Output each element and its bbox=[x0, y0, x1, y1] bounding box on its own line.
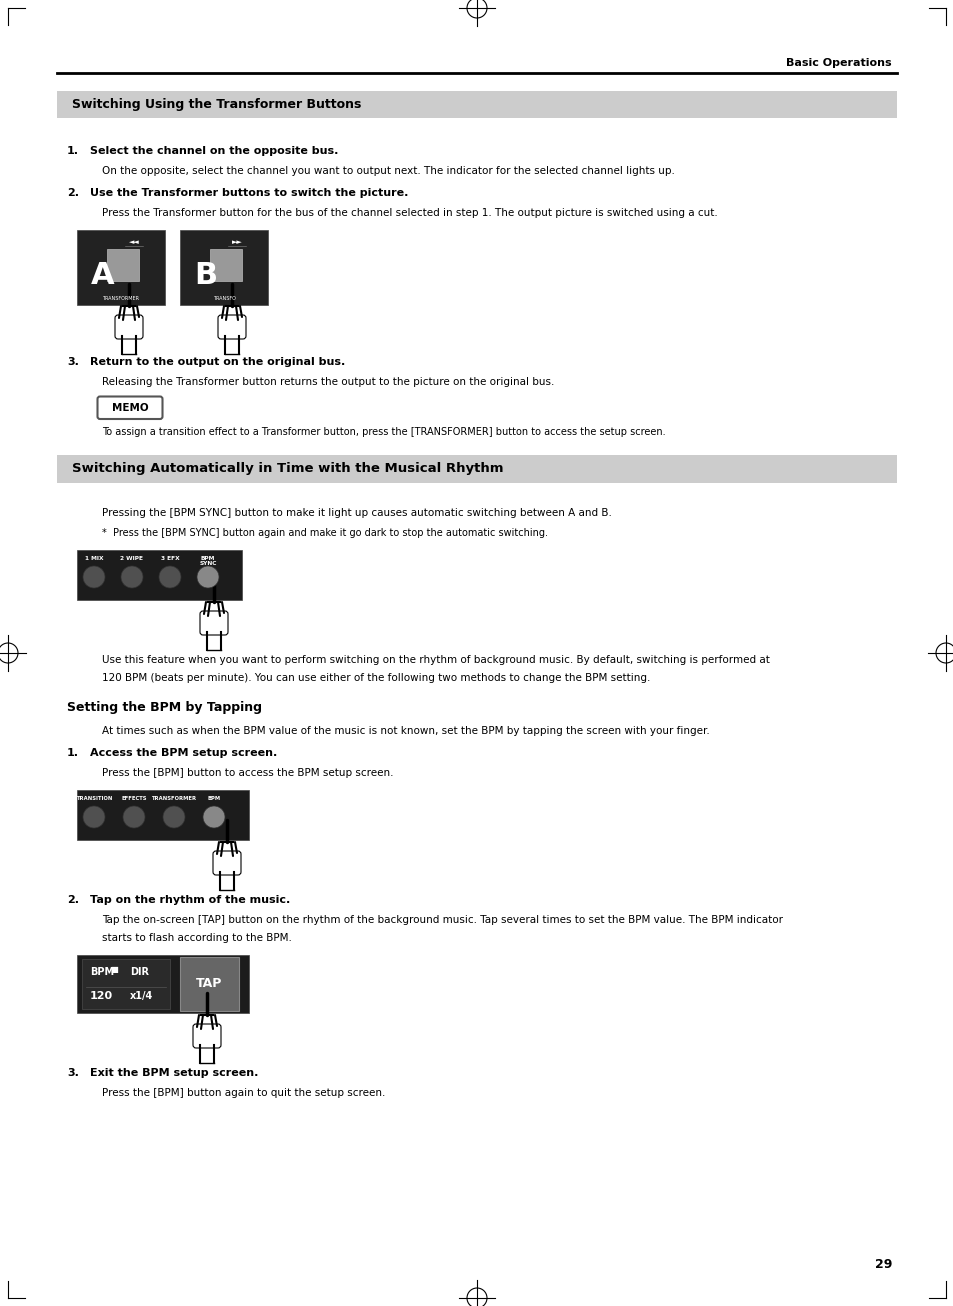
Text: x1/4: x1/4 bbox=[130, 991, 153, 1000]
Text: Setting the BPM by Tapping: Setting the BPM by Tapping bbox=[67, 701, 262, 714]
Text: Releasing the Transformer button returns the output to the picture on the origin: Releasing the Transformer button returns… bbox=[102, 377, 554, 387]
Circle shape bbox=[203, 806, 225, 828]
Text: TRANSFO: TRANSFO bbox=[213, 296, 235, 300]
Text: ►►: ►► bbox=[232, 239, 242, 246]
FancyBboxPatch shape bbox=[115, 315, 143, 340]
Text: 3 EFX: 3 EFX bbox=[160, 556, 179, 562]
FancyBboxPatch shape bbox=[210, 249, 241, 281]
Text: 3.: 3. bbox=[67, 357, 79, 367]
Text: 2 WIPE: 2 WIPE bbox=[120, 556, 143, 562]
Text: Return to the output on the original bus.: Return to the output on the original bus… bbox=[90, 357, 345, 367]
Text: 1.: 1. bbox=[67, 748, 79, 757]
Text: Press the Transformer button for the bus of the channel selected in step 1. The : Press the Transformer button for the bus… bbox=[102, 208, 717, 218]
Text: TRANSITION: TRANSITION bbox=[75, 795, 112, 801]
FancyBboxPatch shape bbox=[200, 611, 228, 635]
Text: Basic Operations: Basic Operations bbox=[785, 57, 891, 68]
FancyBboxPatch shape bbox=[107, 249, 138, 281]
Text: Tap the on-screen [TAP] button on the rhythm of the background music. Tap severa: Tap the on-screen [TAP] button on the rh… bbox=[102, 916, 782, 925]
Text: BPM: BPM bbox=[207, 795, 220, 801]
Text: MEMO: MEMO bbox=[112, 402, 148, 413]
Text: To assign a transition effect to a Transformer button, press the [TRANSFORMER] b: To assign a transition effect to a Trans… bbox=[102, 427, 665, 438]
Circle shape bbox=[163, 806, 185, 828]
Text: ■: ■ bbox=[110, 965, 118, 974]
Bar bbox=[77, 550, 242, 599]
Circle shape bbox=[159, 565, 181, 588]
Circle shape bbox=[123, 806, 145, 828]
FancyBboxPatch shape bbox=[97, 397, 162, 419]
Text: Use this feature when you want to perform switching on the rhythm of background : Use this feature when you want to perfor… bbox=[102, 656, 769, 665]
Text: 2.: 2. bbox=[67, 188, 79, 199]
Text: TRANSFORMER: TRANSFORMER bbox=[152, 795, 196, 801]
Circle shape bbox=[196, 565, 219, 588]
Text: Press the [BPM] button to access the BPM setup screen.: Press the [BPM] button to access the BPM… bbox=[102, 768, 393, 778]
Text: TAP: TAP bbox=[196, 977, 222, 990]
Bar bbox=[82, 959, 170, 1010]
Text: On the opposite, select the channel you want to output next. The indicator for t: On the opposite, select the channel you … bbox=[102, 166, 674, 176]
Text: 120: 120 bbox=[90, 991, 113, 1000]
Circle shape bbox=[83, 806, 105, 828]
Text: Exit the BPM setup screen.: Exit the BPM setup screen. bbox=[90, 1068, 258, 1077]
Text: Press the [BPM] button again to quit the setup screen.: Press the [BPM] button again to quit the… bbox=[102, 1088, 385, 1098]
Text: Switching Automatically in Time with the Musical Rhythm: Switching Automatically in Time with the… bbox=[71, 462, 503, 475]
Text: A: A bbox=[91, 260, 114, 290]
Text: EFFECTS: EFFECTS bbox=[121, 795, 147, 801]
Text: TRANSFORMER: TRANSFORMER bbox=[102, 296, 139, 300]
Bar bbox=[57, 91, 896, 118]
FancyBboxPatch shape bbox=[218, 315, 246, 340]
Text: starts to flash according to the BPM.: starts to flash according to the BPM. bbox=[102, 932, 292, 943]
Text: 1.: 1. bbox=[67, 146, 79, 155]
Text: ◄◄: ◄◄ bbox=[129, 239, 139, 246]
Circle shape bbox=[121, 565, 143, 588]
Text: Use the Transformer buttons to switch the picture.: Use the Transformer buttons to switch th… bbox=[90, 188, 408, 199]
FancyBboxPatch shape bbox=[180, 957, 239, 1011]
Text: Switching Using the Transformer Buttons: Switching Using the Transformer Buttons bbox=[71, 98, 361, 111]
Text: DIR: DIR bbox=[130, 966, 149, 977]
Bar bbox=[180, 230, 268, 306]
FancyBboxPatch shape bbox=[193, 1024, 221, 1047]
Text: 1 MIX: 1 MIX bbox=[85, 556, 103, 562]
Text: Access the BPM setup screen.: Access the BPM setup screen. bbox=[90, 748, 277, 757]
Circle shape bbox=[83, 565, 105, 588]
Text: 120 BPM (beats per minute). You can use either of the following two methods to c: 120 BPM (beats per minute). You can use … bbox=[102, 673, 650, 683]
Text: BPM
SYNC: BPM SYNC bbox=[199, 556, 216, 567]
Text: 29: 29 bbox=[874, 1258, 891, 1271]
Bar bbox=[57, 454, 896, 483]
Text: 3.: 3. bbox=[67, 1068, 79, 1077]
Text: Pressing the [BPM SYNC] button to make it light up causes automatic switching be: Pressing the [BPM SYNC] button to make i… bbox=[102, 508, 611, 518]
Text: 2.: 2. bbox=[67, 895, 79, 905]
Bar bbox=[77, 230, 165, 306]
Bar bbox=[77, 790, 249, 840]
Text: At times such as when the BPM value of the music is not known, set the BPM by ta: At times such as when the BPM value of t… bbox=[102, 726, 709, 737]
Text: *  Press the [BPM SYNC] button again and make it go dark to stop the automatic s: * Press the [BPM SYNC] button again and … bbox=[102, 528, 547, 538]
Text: B: B bbox=[193, 260, 217, 290]
Bar bbox=[77, 955, 249, 1013]
Text: BPM: BPM bbox=[90, 966, 114, 977]
Text: Tap on the rhythm of the music.: Tap on the rhythm of the music. bbox=[90, 895, 290, 905]
Text: Select the channel on the opposite bus.: Select the channel on the opposite bus. bbox=[90, 146, 338, 155]
FancyBboxPatch shape bbox=[213, 852, 241, 875]
